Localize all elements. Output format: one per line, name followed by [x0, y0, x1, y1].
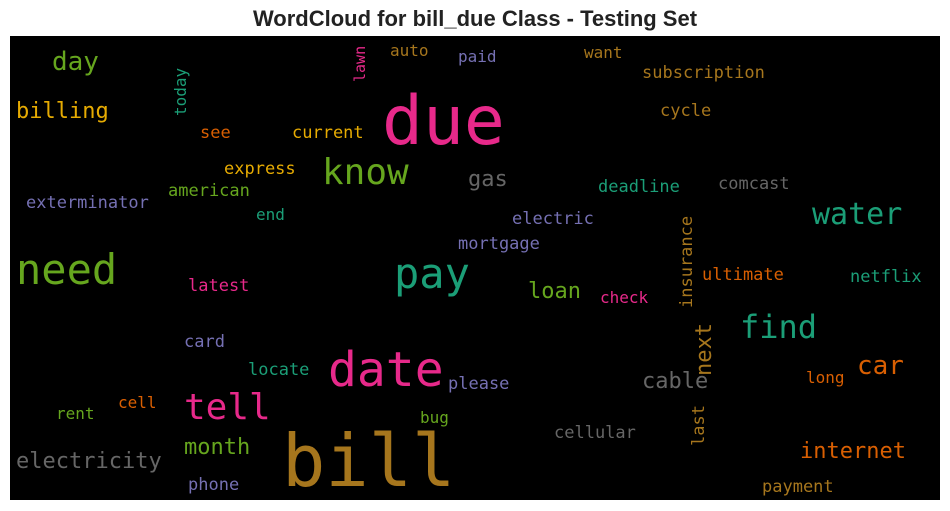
word-month: month [184, 435, 250, 460]
word-deadline: deadline [598, 177, 680, 197]
word-subscription: subscription [642, 63, 765, 83]
word-want: want [584, 43, 623, 62]
word-check: check [600, 288, 649, 307]
word-date: date [328, 342, 444, 398]
word-card: card [184, 332, 225, 352]
word-bug: bug [420, 408, 449, 427]
word-cycle: cycle [660, 101, 711, 121]
word-electricity: electricity [16, 449, 162, 474]
word-mortgage: mortgage [458, 234, 540, 254]
word-cellular: cellular [554, 423, 636, 443]
word-know: know [322, 152, 409, 193]
word-end: end [256, 205, 285, 224]
word-phone: phone [188, 475, 239, 495]
word-latest: latest [188, 276, 249, 296]
word-loan: loan [528, 279, 581, 304]
word-auto: auto [390, 41, 429, 60]
word-payment: payment [762, 477, 834, 497]
word-need: need [16, 245, 117, 294]
word-rent: rent [56, 404, 95, 423]
word-billing: billing [16, 99, 109, 124]
word-exterminator: exterminator [26, 193, 149, 213]
word-paid: paid [458, 47, 497, 66]
word-locate: locate [248, 360, 309, 380]
word-netflix: netflix [850, 267, 922, 287]
word-water: water [812, 197, 902, 232]
word-see: see [200, 123, 231, 143]
word-day: day [52, 47, 99, 77]
word-insurance: insurance [677, 216, 697, 308]
chart-title: WordCloud for bill_due Class - Testing S… [252, 6, 698, 31]
word-car: car [857, 351, 904, 381]
word-cell: cell [118, 393, 157, 412]
word-tell: tell [184, 387, 271, 428]
word-last: last [689, 405, 709, 446]
word-gas: gas [468, 167, 508, 192]
word-pay: pay [394, 249, 470, 298]
word-due: due [382, 82, 505, 161]
word-express: express [224, 159, 296, 179]
word-ultimate: ultimate [702, 265, 784, 285]
word-cable: cable [642, 369, 708, 394]
word-current: current [292, 123, 364, 143]
word-comcast: comcast [718, 174, 790, 194]
word-please: please [448, 374, 509, 394]
word-lawn: lawn [351, 46, 369, 82]
word-today: today [171, 67, 190, 116]
word-find: find [740, 308, 817, 346]
word-next: next [692, 323, 717, 376]
word-bill: bill [282, 419, 455, 500]
word-long: long [806, 368, 845, 387]
wordcloud-canvas: bill due date pay need know tell find water car da… [10, 36, 940, 500]
word-internet: internet [800, 439, 906, 464]
wordcloud-svg: billduedatepayneedknowtellfindwatercarda… [16, 41, 922, 500]
word-electric: electric [512, 209, 594, 229]
word-american: american [168, 181, 250, 201]
